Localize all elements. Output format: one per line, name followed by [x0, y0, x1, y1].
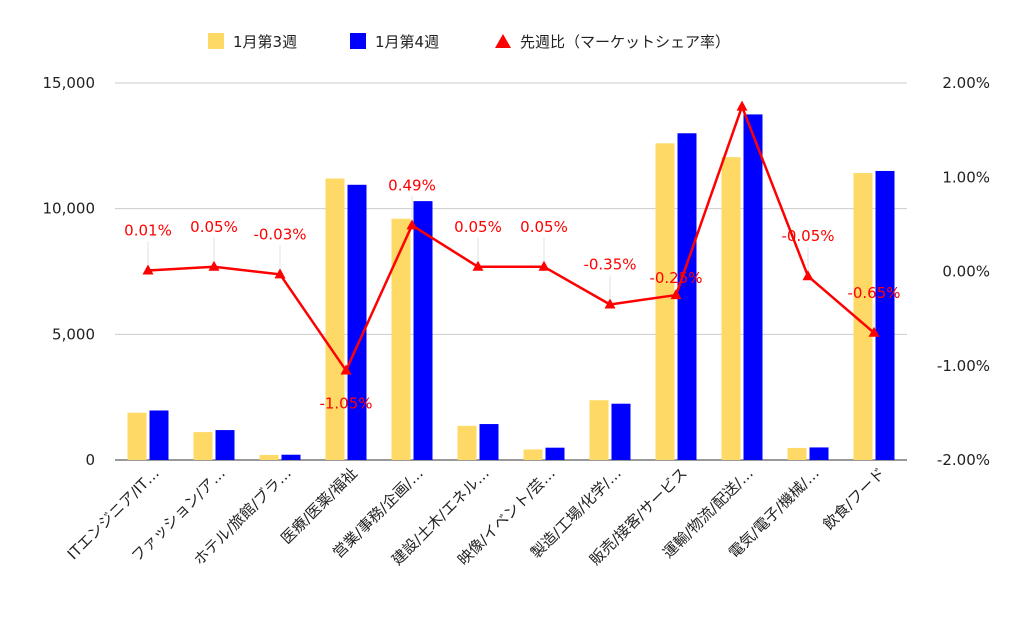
- bar-week4: [281, 454, 301, 460]
- line-point-marker: [472, 260, 484, 271]
- bar-week4: [149, 410, 169, 460]
- bar-week3: [193, 432, 213, 460]
- bar-week4: [215, 430, 235, 460]
- bar-week4: [875, 170, 895, 460]
- category-label: 飲食/フード: [819, 464, 888, 533]
- bar-week4: [611, 403, 631, 460]
- right-axis-tick-label: 1.00%: [942, 168, 990, 186]
- line-point-marker: [802, 270, 814, 281]
- gridlines: [115, 82, 907, 461]
- line-data-label: -0.05%: [781, 227, 834, 245]
- left-axis-tick-label: 0: [85, 451, 95, 469]
- line-data-label: -0.03%: [253, 225, 306, 243]
- left-axis-tick-label: 10,000: [43, 200, 96, 218]
- bar-week3: [259, 454, 279, 460]
- legend-swatch: [495, 34, 511, 48]
- line-point-marker: [208, 260, 220, 271]
- line-data-label: 0.01%: [124, 222, 172, 240]
- line-data-label: -0.25%: [649, 269, 702, 287]
- line-point-marker: [868, 326, 880, 337]
- line-data-label: -1.05%: [319, 394, 372, 412]
- line-data-label: -0.35%: [583, 255, 636, 273]
- line-data-label: 0.49%: [388, 176, 436, 194]
- line-path: [147, 105, 875, 372]
- right-axis-tick-label: 2.00%: [942, 74, 990, 92]
- bar-week3: [589, 400, 609, 460]
- line-data-label: 0.05%: [190, 218, 238, 236]
- bar-week3: [787, 447, 807, 460]
- legend-label: 1月第3週: [233, 33, 297, 51]
- line-data-label: 0.05%: [520, 218, 568, 236]
- left-axis-tick-label: 5,000: [52, 325, 95, 343]
- legend-label: 先週比（マーケットシェア率）: [520, 33, 730, 51]
- bar-week4: [479, 424, 499, 460]
- bar-week3: [325, 178, 345, 461]
- bar-week3: [457, 425, 477, 460]
- line-point-marker: [142, 264, 154, 275]
- left-axis-tick-label: 15,000: [43, 74, 96, 92]
- legend: 1月第3週 1月第4週 先週比（マーケットシェア率）: [208, 33, 730, 51]
- line-point-marker: [736, 100, 748, 111]
- right-axis-tick-label: -2.00%: [937, 451, 990, 469]
- right-axis-tick-label: 0.00%: [942, 263, 990, 281]
- bar-week4: [743, 114, 763, 461]
- bar-week3: [853, 172, 873, 460]
- bar-week3: [127, 412, 147, 460]
- category-axis-labels: ITエンジニア/IT…ファッション/ア…ホテル/旅館/ブラ…医療/医薬/福祉営業…: [64, 464, 889, 569]
- legend-label: 1月第4週: [375, 33, 439, 51]
- line-point-marker: [538, 260, 550, 271]
- right-axis-tick-label: -1.00%: [937, 357, 990, 375]
- left-axis-ticks: 0 5,000 10,000 15,000: [43, 74, 96, 469]
- data-labels: 0.01% 0.05% -0.03% -1.05% 0.49% 0.05% 0.05% -0.…: [124, 176, 900, 412]
- bar-week3: [523, 449, 543, 460]
- bar-week4: [413, 201, 433, 461]
- bar-week3: [391, 218, 411, 460]
- line-point-marker: [604, 298, 616, 309]
- bar-week4: [545, 447, 565, 460]
- bar-week4: [677, 133, 697, 460]
- bar-week3: [721, 157, 741, 461]
- bar-week3: [655, 143, 675, 460]
- legend-swatch: [208, 33, 224, 49]
- line-point-marker: [670, 289, 682, 300]
- line-point-marker: [274, 268, 286, 279]
- right-axis-ticks: -2.00% -1.00% 0.00% 1.00% 2.00%: [937, 74, 990, 469]
- line-data-label: 0.05%: [454, 218, 502, 236]
- bar-week4: [809, 447, 829, 460]
- line-point-marker: [406, 219, 418, 230]
- legend-swatch: [350, 33, 366, 49]
- line-data-label: -0.65%: [847, 284, 900, 302]
- line-series: [142, 100, 880, 375]
- line-point-marker: [340, 364, 352, 375]
- bar-week4: [347, 184, 367, 461]
- bar-series: [127, 114, 895, 461]
